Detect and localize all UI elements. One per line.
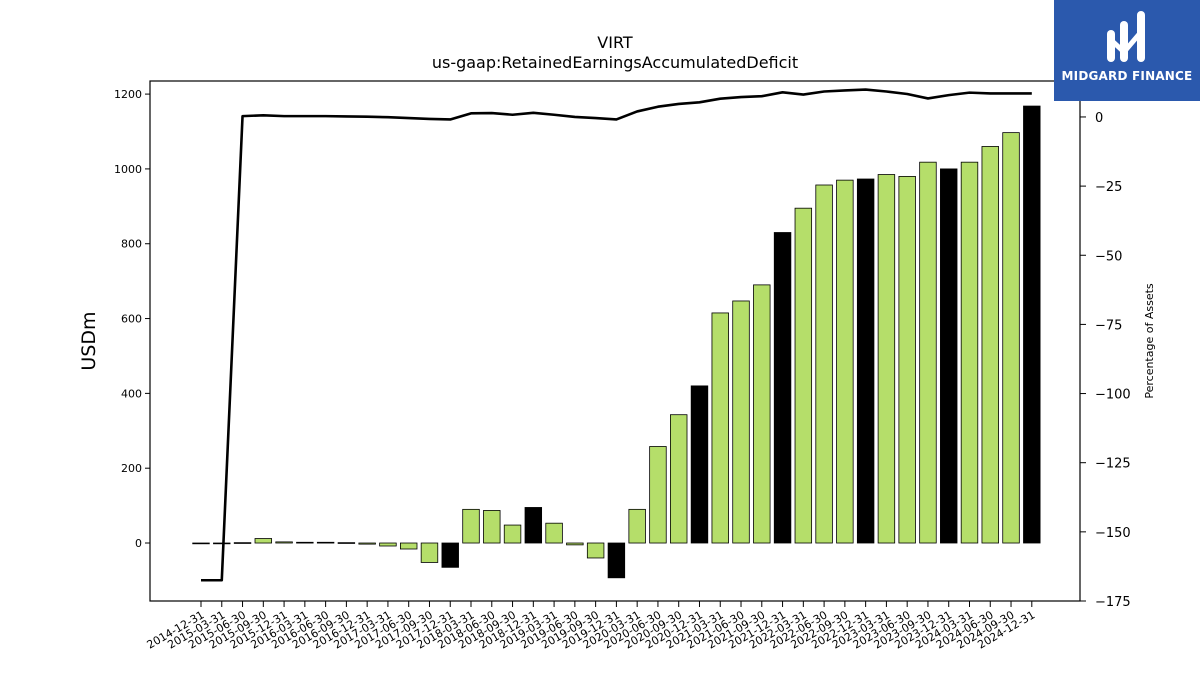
bars-group bbox=[192, 105, 1041, 579]
bar-2019-06-30 bbox=[566, 542, 584, 546]
bar-2023-03-31 bbox=[877, 174, 896, 544]
bar-2021-09-30 bbox=[753, 284, 771, 544]
bar-2023-12-31 bbox=[940, 168, 958, 544]
bar-2015-03-31 bbox=[213, 542, 231, 545]
bar-2021-12-31 bbox=[773, 232, 792, 544]
y-axis-label: USDm bbox=[78, 311, 100, 370]
bar-2014-12-31 bbox=[192, 542, 210, 545]
bar-2019-12-31 bbox=[607, 542, 626, 579]
bar-2022-06-30 bbox=[815, 184, 833, 544]
plot-frame bbox=[149, 80, 1081, 602]
right-axis: −175 −150 −125 −100 −75 −50 −25 0 bbox=[1080, 111, 1131, 610]
bar-2020-12-31 bbox=[690, 385, 709, 544]
bar-2024-06-30 bbox=[981, 146, 999, 544]
bar-2023-06-30 bbox=[898, 175, 916, 544]
y-tick-label: 1000 bbox=[114, 163, 142, 176]
bar-2020-06-30 bbox=[649, 446, 667, 544]
chart-title: VIRT bbox=[597, 33, 633, 52]
chart-subtitle: us-gaap:RetainedEarningsAccumulatedDefic… bbox=[432, 53, 798, 72]
bar-2018-09-30 bbox=[503, 524, 522, 544]
y-tick-label: 400 bbox=[121, 387, 142, 400]
bar-2023-09-30 bbox=[919, 161, 937, 544]
bar-2016-12-31 bbox=[358, 542, 376, 545]
left-axis: 0 200 400 600 800 1000 1200 bbox=[114, 88, 150, 550]
y2-axis-label: Percentage of Assets bbox=[1143, 283, 1156, 399]
bar-2019-09-30 bbox=[586, 542, 605, 559]
bar-2022-09-30 bbox=[836, 179, 854, 544]
bar-2018-06-30 bbox=[483, 510, 501, 544]
midgard-logo-icon bbox=[1107, 11, 1145, 62]
y2-tick-label: −75 bbox=[1095, 318, 1122, 333]
bar-2018-12-31 bbox=[524, 507, 543, 544]
midgard-logo: MIDGARD FINANCE bbox=[1054, 0, 1200, 101]
y2-tick-label: −100 bbox=[1095, 388, 1131, 403]
bar-2017-03-31 bbox=[379, 542, 397, 547]
bar-2016-06-30 bbox=[316, 541, 335, 544]
x-axis: 2014-12-312015-03-312015-06-302015-09-30… bbox=[145, 601, 1037, 652]
y-tick-label: 800 bbox=[121, 238, 142, 251]
bar-2018-03-31 bbox=[462, 508, 480, 544]
y2-tick-label: −50 bbox=[1095, 249, 1122, 264]
bar-2021-03-31 bbox=[711, 312, 729, 544]
bar-2016-09-30 bbox=[337, 542, 356, 544]
bar-2024-03-31 bbox=[960, 161, 979, 544]
bar-2017-09-30 bbox=[420, 542, 439, 563]
bar-2015-12-31 bbox=[275, 541, 293, 544]
bar-2022-12-31 bbox=[856, 178, 875, 544]
bar-2024-12-31 bbox=[1023, 105, 1041, 544]
bar-2020-03-31 bbox=[628, 508, 646, 544]
percentage-of-assets-line bbox=[201, 88, 1032, 582]
y-tick-label: 0 bbox=[135, 537, 142, 550]
y2-tick-label: −175 bbox=[1095, 595, 1131, 610]
bar-2022-03-31 bbox=[794, 207, 813, 544]
bar-2021-06-30 bbox=[732, 300, 750, 544]
bar-2016-03-31 bbox=[296, 541, 314, 544]
bar-2017-06-30 bbox=[399, 542, 418, 550]
line-group bbox=[201, 88, 1032, 582]
bar-2015-09-30 bbox=[254, 538, 273, 544]
bar-2019-03-31 bbox=[545, 522, 563, 544]
bar-2024-09-30 bbox=[1002, 132, 1020, 544]
bar-2015-06-30 bbox=[233, 542, 252, 544]
y2-tick-label: −150 bbox=[1095, 526, 1131, 541]
bar-2020-09-30 bbox=[670, 414, 688, 544]
y2-tick-label: −125 bbox=[1095, 457, 1131, 472]
y-tick-label: 1200 bbox=[114, 88, 142, 101]
y2-tick-label: −25 bbox=[1095, 180, 1122, 195]
logo-text: MIDGARD FINANCE bbox=[1061, 69, 1193, 83]
y-tick-label: 600 bbox=[121, 313, 142, 326]
y-tick-label: 200 bbox=[121, 462, 142, 475]
y2-tick-label: 0 bbox=[1095, 111, 1103, 126]
bar-2017-12-31 bbox=[441, 542, 459, 568]
